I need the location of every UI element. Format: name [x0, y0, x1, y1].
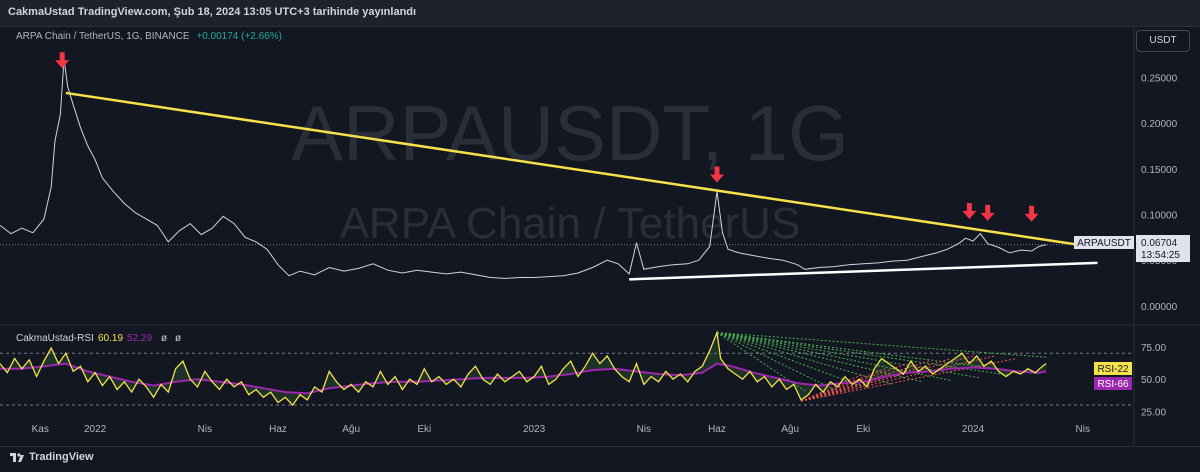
price-series-line — [0, 59, 1047, 279]
rsi-name: CakmaUstad-RSI — [16, 333, 94, 344]
rsi-value-3: ø — [161, 333, 167, 344]
support-trendline — [629, 261, 1098, 281]
publish-header: CakmaUstad TradingView.com, Şub 18, 2024… — [0, 0, 1200, 27]
tradingview-logo-icon — [10, 453, 24, 462]
watermark-name: ARPA Chain / TetherUS — [340, 199, 801, 248]
fan_red-line — [800, 357, 952, 402]
fan_green-line — [716, 332, 806, 392]
rsi-slow-badge-bg — [1094, 377, 1132, 390]
fan_green-line — [716, 332, 922, 383]
time-axis-tick: Nis — [1076, 424, 1090, 435]
rsi-axis-tick: 75.00 — [1141, 343, 1166, 354]
footer-brand: TradingView — [29, 451, 94, 463]
time-axis-tick: Eki — [856, 424, 870, 435]
time-axis-tick: Ağu — [342, 424, 360, 435]
time-axis-tick: 2023 — [523, 424, 546, 435]
time-axis-tick: Ağu — [781, 424, 799, 435]
fan_green-line — [716, 332, 1047, 358]
fan_green-line — [716, 332, 981, 379]
down-arrow-icon — [980, 204, 995, 221]
time-axis-tick: Nis — [198, 424, 212, 435]
descending-trendline — [65, 91, 1091, 248]
down-arrow-icon — [709, 166, 724, 183]
rsi-slow-line — [0, 362, 1047, 395]
fan_red-line — [800, 373, 864, 402]
price-axis-tick: 0.15000 — [1141, 165, 1178, 176]
rsi-fast-badge: RSI-22 — [1097, 364, 1129, 375]
time-axis-tick: Haz — [708, 424, 726, 435]
rsi-value-fast: 60.19 — [98, 333, 123, 344]
symbol-price-label: ARPAUSDT — [1077, 238, 1131, 249]
price-change: +0.00174 (+2.66%) — [196, 31, 282, 42]
price-axis-tick: 0.10000 — [1141, 210, 1178, 221]
currency-button[interactable]: USDT — [1136, 30, 1190, 52]
rsi-value-slow: 52.29 — [127, 333, 152, 344]
down-arrow-icon — [55, 52, 70, 69]
symbol-description: ARPA Chain / TetherUS, 1G, BINANCE — [16, 31, 190, 42]
time-axis-tick: 2024 — [962, 424, 985, 435]
price-axis-tick: 0.00000 — [1141, 302, 1178, 313]
time-axis-tick: 2022 — [84, 424, 107, 435]
fan_red-line — [800, 355, 974, 402]
rsi-legend: CakmaUstad-RSI 60.19 52.29 ø ø — [16, 333, 181, 344]
rsi-value-4: ø — [175, 333, 181, 344]
time-axis-tick: Eki — [417, 424, 431, 435]
rsi-fill-area — [0, 332, 1047, 406]
candle-countdown: 13:54:25 — [1141, 250, 1180, 261]
price-axis-tick: 0.20000 — [1141, 119, 1178, 130]
rsi-fast-line — [0, 330, 1047, 407]
fan_green-line — [716, 332, 893, 385]
time-axis-tick: Nis — [637, 424, 651, 435]
rsi-slow-badge: RSI-66 — [1097, 379, 1129, 390]
rsi-axis-tick: 25.00 — [1141, 408, 1166, 419]
fan_green-line — [716, 332, 835, 390]
fan_red-line — [801, 355, 996, 402]
time-axis-tick: Haz — [269, 424, 287, 435]
publish-info: CakmaUstad TradingView.com, Şub 18, 2024… — [8, 6, 417, 18]
last-price-box — [1136, 235, 1190, 262]
price-axis-tick: 0.25000 — [1141, 73, 1178, 84]
down-arrow-icon — [962, 203, 977, 220]
time-axis-tick: Kas — [32, 424, 49, 435]
price-pane — [0, 52, 1134, 281]
rsi-axis-tick: 50.00 — [1141, 375, 1166, 386]
fan_green-line — [716, 332, 1010, 376]
watermark-ticker: ARPAUSDT, 1G — [291, 89, 849, 177]
fan_red-line — [800, 368, 886, 402]
fan_green-line — [716, 332, 864, 388]
footer-bar — [0, 446, 1200, 472]
symbol-legend: ARPA Chain / TetherUS, 1G, BINANCE +0.00… — [16, 31, 282, 42]
symbol-price-label-bg — [1074, 236, 1134, 249]
down-arrow-icon — [1024, 205, 1039, 222]
fan_red-line — [801, 357, 1018, 402]
rsi-fast-badge-bg — [1094, 362, 1132, 375]
last-price-value: 0.06704 — [1141, 238, 1178, 249]
rsi-pane — [0, 330, 1134, 407]
